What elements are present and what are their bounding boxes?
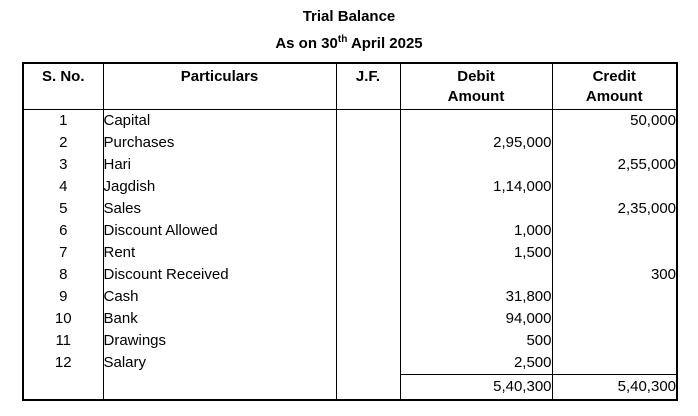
row-debit: 500 [399,329,553,352]
row-credit: 2,55,000 [551,153,678,176]
row-jf [335,175,401,198]
row-particulars: Salary [102,351,337,374]
header-row: S. No. Particulars J.F. Debit Amount Cre… [22,63,678,110]
row-credit [551,329,678,352]
row-sno: 6 [22,219,104,242]
row-jf [335,329,401,352]
subtitle-prefix: As on 30 [275,35,338,52]
header-debit-amount: Debit Amount [399,63,553,110]
table-row: 7 Rent 1,500 [22,241,678,264]
row-debit [399,153,553,176]
row-jf [335,285,401,308]
row-debit [399,197,553,220]
table-row: 1 Capital 50,000 [22,109,678,132]
row-credit [551,241,678,264]
row-credit [551,307,678,330]
row-jf [335,109,401,132]
table-row: 4 Jagdish 1,14,000 [22,175,678,198]
row-jf [335,153,401,176]
table-footer: 5,40,300 5,40,300 [22,373,678,400]
table-row: 9 Cash 31,800 [22,285,678,308]
header-credit-amount: Credit Amount [551,63,678,110]
subtitle-superscript: th [337,34,348,45]
totals-sno-empty [22,374,104,400]
totals-credit: 5,40,300 [551,373,678,400]
header-debit-line2: Amount [447,88,505,105]
header-sno: S. No. [22,63,104,110]
table-row: 6 Discount Allowed 1,000 [22,219,678,242]
row-jf [335,219,401,242]
row-jf [335,197,401,220]
trial-balance-table: S. No. Particulars J.F. Debit Amount Cre… [22,62,678,401]
row-credit [551,351,678,374]
header-credit-line2: Amount [585,88,643,105]
header-particulars: Particulars [102,63,337,110]
row-jf [335,351,401,374]
row-debit: 2,500 [399,351,553,374]
row-jf [335,241,401,264]
row-sno: 5 [22,197,104,220]
row-credit: 300 [551,263,678,286]
row-particulars: Discount Allowed [102,219,337,242]
row-sno: 4 [22,175,104,198]
table-row: 3 Hari 2,55,000 [22,153,678,176]
totals-debit: 5,40,300 [399,373,553,400]
row-sno: 12 [22,351,104,374]
row-credit [551,219,678,242]
page-title: Trial Balance [302,8,396,25]
table-row: 10 Bank 94,000 [22,307,678,330]
row-sno: 3 [22,153,104,176]
row-particulars: Bank [102,307,337,330]
row-debit: 2,95,000 [399,131,553,154]
table-body: 1 Capital 50,000 2 Purchases 2,95,000 3 Hari 2,5… [22,109,678,374]
row-debit [399,263,553,286]
row-particulars: Drawings [102,329,337,352]
table-row: 12 Salary 2,500 [22,351,678,374]
row-particulars: Hari [102,153,337,176]
header-jf: J.F. [335,63,401,110]
page-subtitle: As on 30th April 2025 [0,35,698,53]
row-debit: 1,500 [399,241,553,264]
totals-jf-empty [335,374,401,400]
row-sno: 7 [22,241,104,264]
row-particulars: Capital [102,109,337,132]
totals-particulars-empty [102,374,337,400]
row-jf [335,307,401,330]
row-debit: 1,14,000 [399,175,553,198]
table-row: 2 Purchases 2,95,000 [22,131,678,154]
row-sno: 8 [22,263,104,286]
row-particulars: Discount Received [102,263,337,286]
header-credit-line1: Credit [592,68,636,85]
row-debit: 31,800 [399,285,553,308]
totals-row: 5,40,300 5,40,300 [22,373,678,400]
table-header: S. No. Particulars J.F. Debit Amount Cre… [22,63,678,110]
table-row: 5 Sales 2,35,000 [22,197,678,220]
row-particulars: Cash [102,285,337,308]
row-credit [551,131,678,154]
row-sno: 10 [22,307,104,330]
row-sno: 2 [22,131,104,154]
row-debit: 1,000 [399,219,553,242]
subtitle-suffix: April 2025 [347,35,423,52]
row-credit [551,175,678,198]
row-particulars: Rent [102,241,337,264]
row-sno: 9 [22,285,104,308]
row-jf [335,131,401,154]
row-credit [551,285,678,308]
table-row: 8 Discount Received 300 [22,263,678,286]
row-particulars: Sales [102,197,337,220]
header-debit-line1: Debit [457,68,495,85]
row-credit: 2,35,000 [551,197,678,220]
row-sno: 1 [22,109,104,132]
row-credit: 50,000 [551,109,678,132]
row-sno: 11 [22,329,104,352]
row-debit: 94,000 [399,307,553,330]
table-row: 11 Drawings 500 [22,329,678,352]
row-particulars: Jagdish [102,175,337,198]
row-jf [335,263,401,286]
row-debit [399,109,553,132]
row-particulars: Purchases [102,131,337,154]
